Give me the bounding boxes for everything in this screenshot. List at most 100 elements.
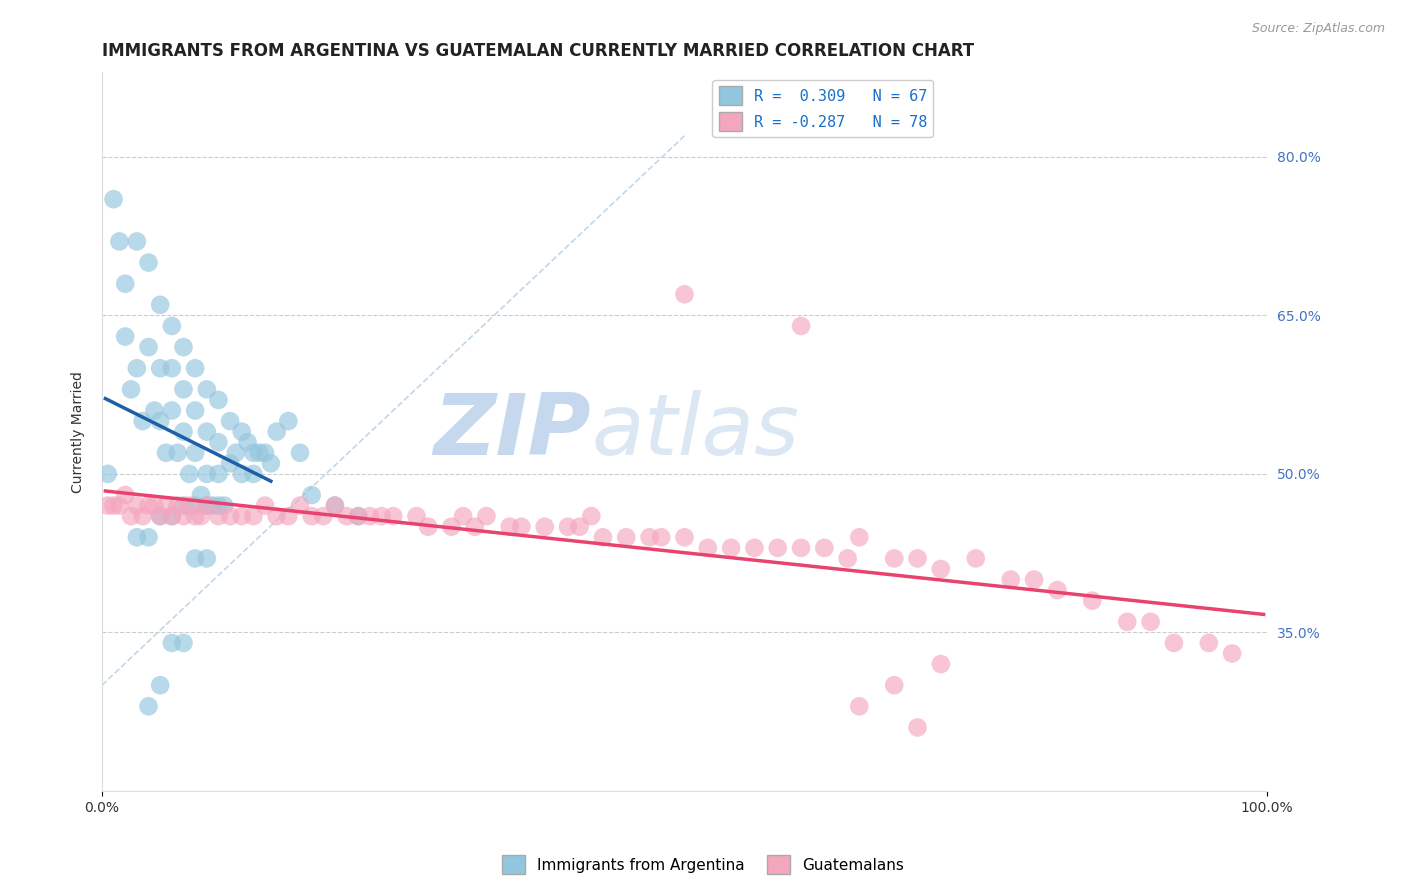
- Point: [143, 499, 166, 513]
- Point: [440, 519, 463, 533]
- Point: [97, 467, 120, 481]
- Point: [929, 657, 952, 671]
- Point: [231, 509, 253, 524]
- Point: [1022, 573, 1045, 587]
- Point: [418, 519, 440, 533]
- Point: [190, 488, 212, 502]
- Point: [195, 425, 218, 439]
- Point: [125, 499, 148, 513]
- Point: [138, 255, 160, 269]
- Point: [533, 519, 555, 533]
- Point: [242, 509, 264, 524]
- Point: [359, 509, 381, 524]
- Point: [277, 509, 299, 524]
- Point: [1163, 636, 1185, 650]
- Point: [103, 499, 125, 513]
- Point: [131, 509, 153, 524]
- Point: [965, 551, 987, 566]
- Point: [464, 519, 486, 533]
- Text: IMMIGRANTS FROM ARGENTINA VS GUATEMALAN CURRENTLY MARRIED CORRELATION CHART: IMMIGRANTS FROM ARGENTINA VS GUATEMALAN …: [101, 42, 974, 60]
- Point: [510, 519, 533, 533]
- Point: [231, 425, 253, 439]
- Point: [499, 519, 522, 533]
- Point: [179, 499, 201, 513]
- Point: [195, 499, 218, 513]
- Point: [254, 499, 277, 513]
- Point: [184, 509, 207, 524]
- Point: [638, 530, 661, 544]
- Point: [907, 551, 929, 566]
- Point: [1116, 615, 1139, 629]
- Point: [231, 467, 253, 481]
- Point: [883, 551, 905, 566]
- Point: [166, 446, 188, 460]
- Point: [172, 425, 194, 439]
- Point: [138, 699, 160, 714]
- Point: [696, 541, 718, 555]
- Point: [720, 541, 742, 555]
- Point: [138, 530, 160, 544]
- Point: [323, 499, 346, 513]
- Point: [242, 467, 264, 481]
- Point: [149, 361, 172, 376]
- Point: [184, 551, 207, 566]
- Point: [155, 499, 177, 513]
- Legend: Immigrants from Argentina, Guatemalans: Immigrants from Argentina, Guatemalans: [495, 849, 911, 880]
- Point: [451, 509, 474, 524]
- Point: [172, 499, 194, 513]
- Point: [929, 562, 952, 576]
- Point: [236, 435, 259, 450]
- Point: [195, 383, 218, 397]
- Point: [114, 277, 136, 291]
- Point: [266, 425, 288, 439]
- Text: Source: ZipAtlas.com: Source: ZipAtlas.com: [1251, 22, 1385, 36]
- Point: [195, 467, 218, 481]
- Point: [114, 488, 136, 502]
- Point: [813, 541, 835, 555]
- Point: [790, 318, 813, 333]
- Point: [336, 509, 359, 524]
- Point: [848, 530, 870, 544]
- Point: [149, 509, 172, 524]
- Point: [225, 446, 247, 460]
- Point: [184, 499, 207, 513]
- Point: [108, 499, 131, 513]
- Point: [673, 530, 696, 544]
- Text: atlas: atlas: [592, 390, 799, 473]
- Point: [120, 383, 142, 397]
- Point: [382, 509, 405, 524]
- Point: [179, 467, 201, 481]
- Point: [125, 361, 148, 376]
- Point: [883, 678, 905, 692]
- Point: [103, 192, 125, 206]
- Point: [848, 699, 870, 714]
- Point: [138, 499, 160, 513]
- Point: [190, 509, 212, 524]
- Point: [301, 509, 323, 524]
- Point: [160, 509, 183, 524]
- Point: [219, 456, 242, 470]
- Point: [301, 488, 323, 502]
- Point: [184, 446, 207, 460]
- Point: [160, 361, 183, 376]
- Point: [166, 499, 188, 513]
- Point: [160, 509, 183, 524]
- Point: [201, 499, 224, 513]
- Point: [149, 509, 172, 524]
- Point: [207, 435, 229, 450]
- Point: [673, 287, 696, 301]
- Point: [1139, 615, 1161, 629]
- Point: [242, 446, 264, 460]
- Point: [149, 678, 172, 692]
- Point: [131, 414, 153, 428]
- Point: [266, 509, 288, 524]
- Legend: R =  0.309   N = 67, R = -0.287   N = 78: R = 0.309 N = 67, R = -0.287 N = 78: [713, 80, 934, 137]
- Point: [288, 499, 311, 513]
- Point: [557, 519, 579, 533]
- Point: [1081, 593, 1104, 607]
- Point: [370, 509, 392, 524]
- Point: [766, 541, 789, 555]
- Point: [160, 318, 183, 333]
- Point: [155, 446, 177, 460]
- Point: [592, 530, 614, 544]
